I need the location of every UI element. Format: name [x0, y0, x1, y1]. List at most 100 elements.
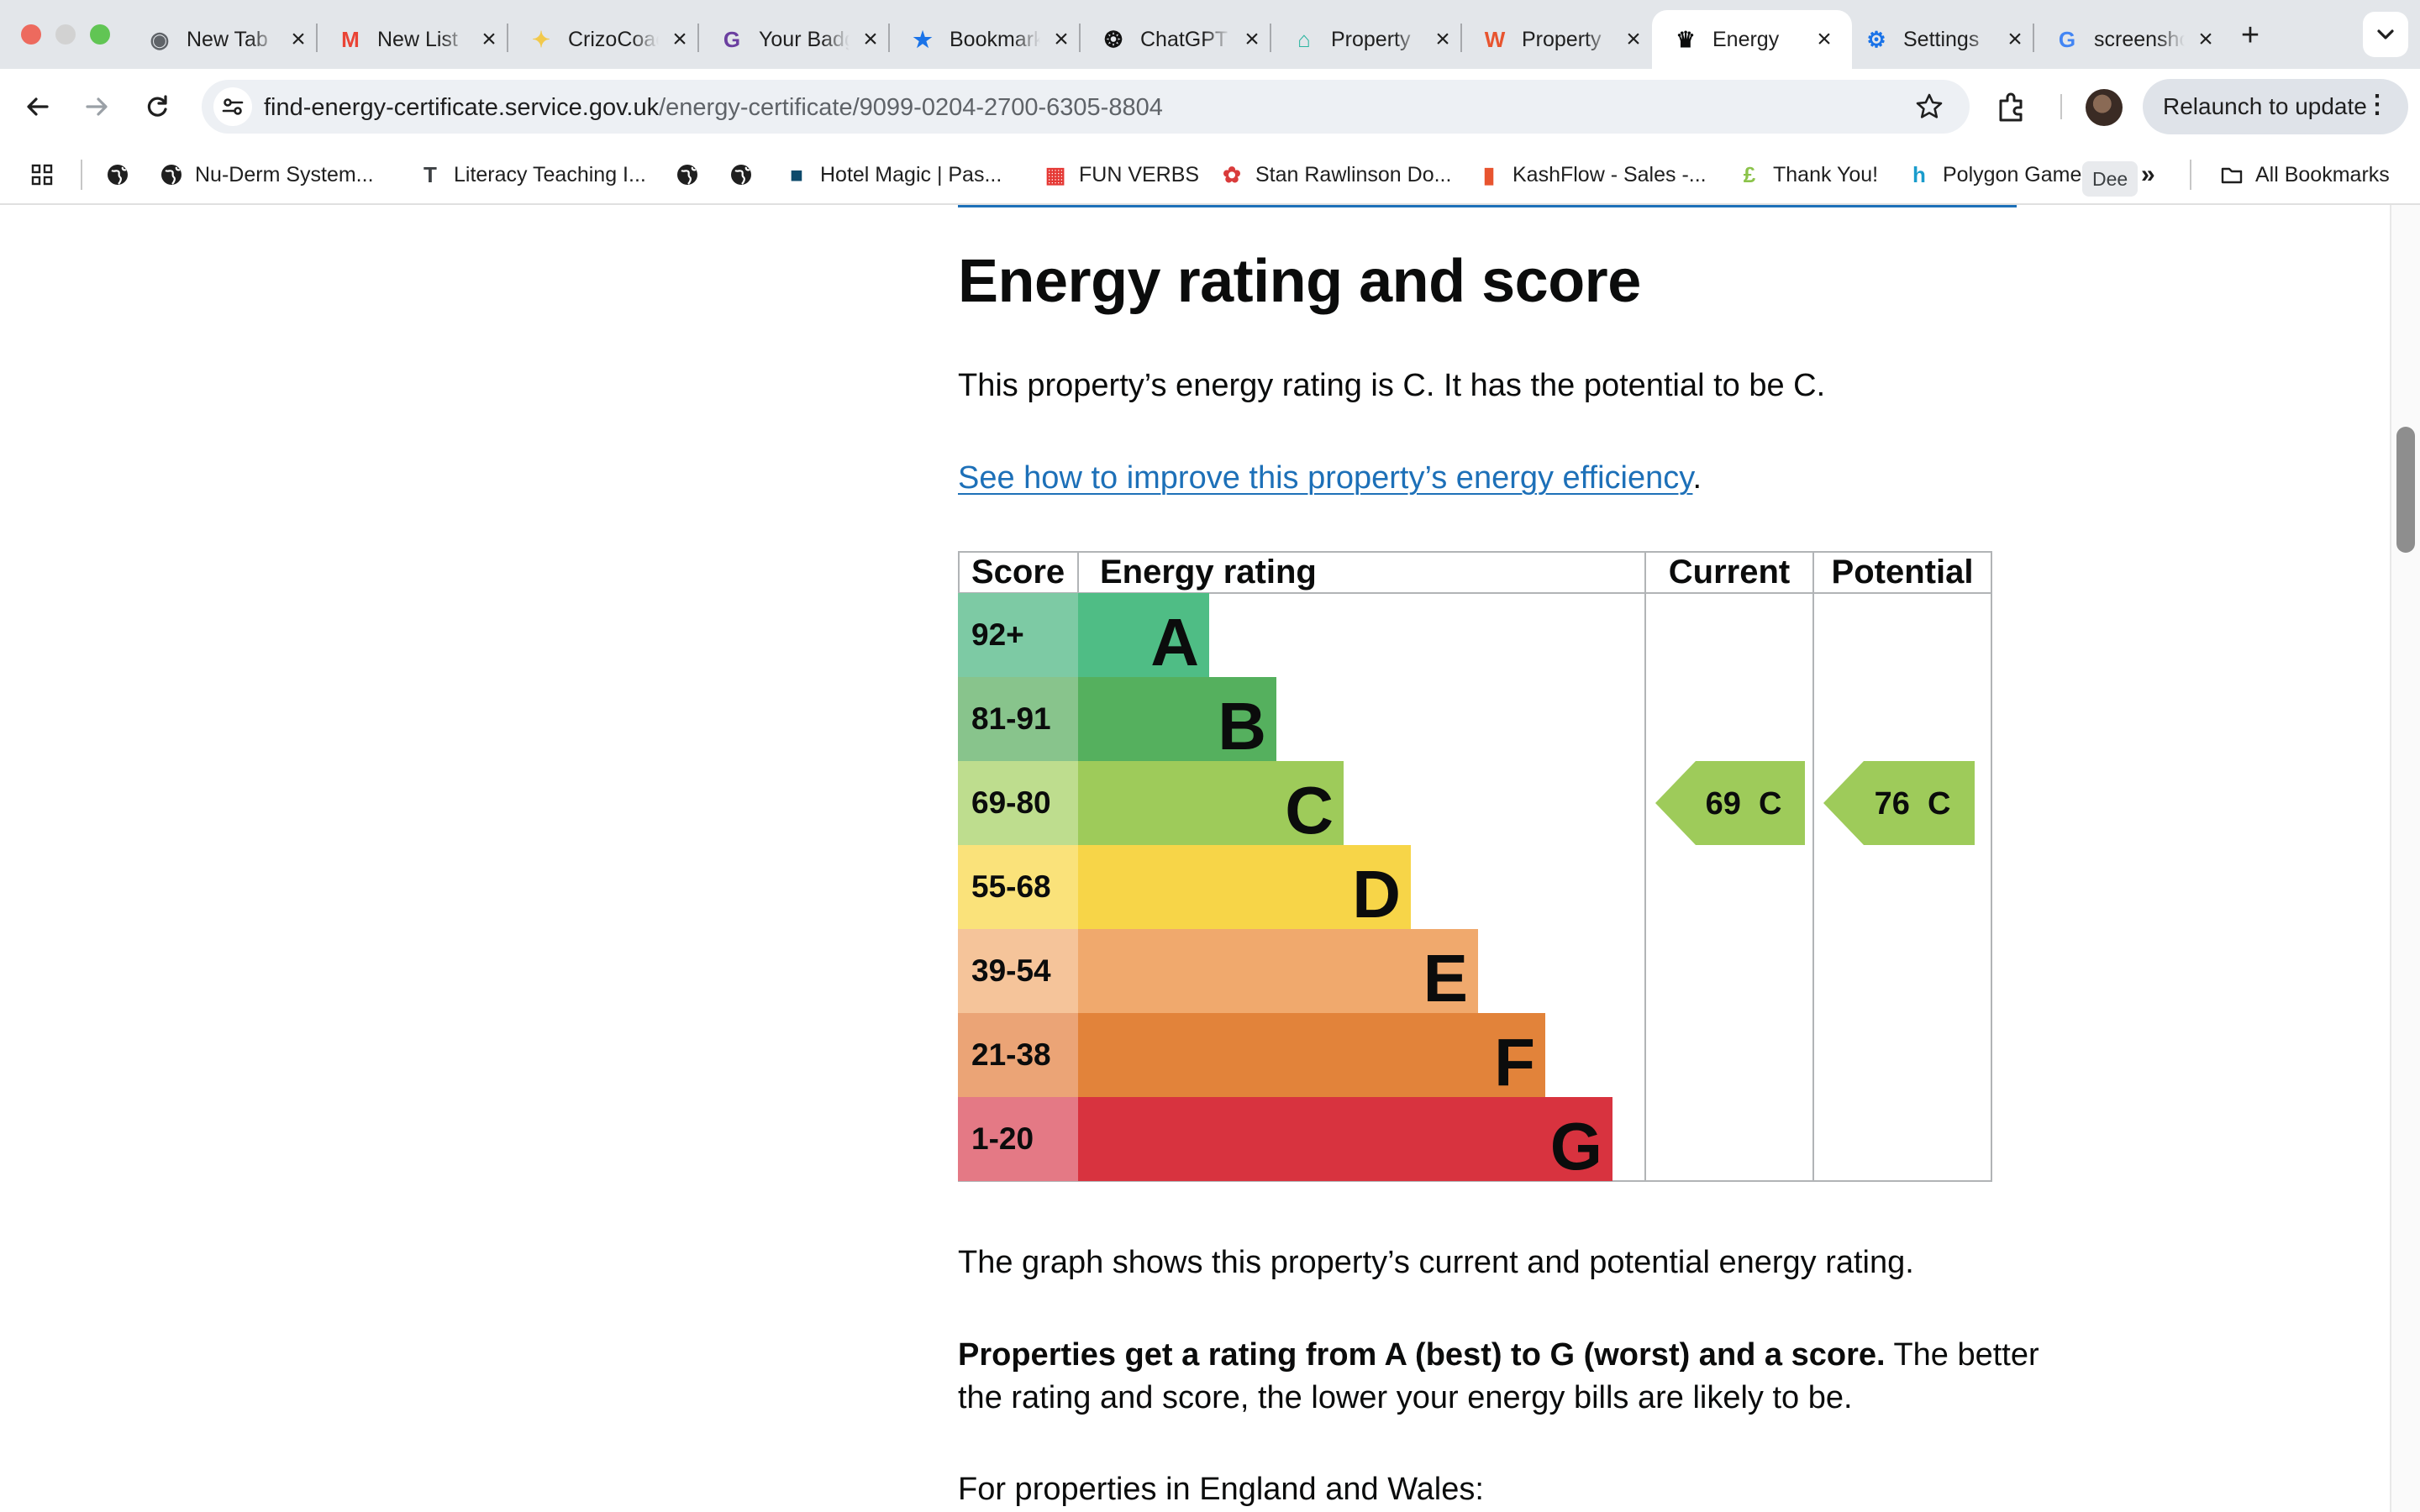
- tab-title: ChatGPT: [1140, 27, 1228, 51]
- reload-button[interactable]: [136, 86, 178, 128]
- browser-tab[interactable]: M New List ×: [317, 10, 517, 69]
- score-cell: [958, 761, 1078, 845]
- tab-close-icon[interactable]: ×: [481, 25, 497, 53]
- browser-tab[interactable]: ⚙ Settings ×: [1843, 10, 2043, 69]
- rating-bar: [1078, 677, 1276, 761]
- bookmark-item[interactable]: ▮ KashFlow - Sales -...: [1477, 158, 1707, 192]
- address-bar[interactable]: find-energy-certificate.service.gov.uk/e…: [202, 80, 1970, 134]
- bookmark-item[interactable]: [106, 158, 129, 192]
- window-close-button[interactable]: [21, 24, 41, 45]
- rating-letter: G: [1550, 1109, 1602, 1183]
- bookmark-item[interactable]: ■ Hotel Magic | Pas...: [785, 158, 1002, 192]
- bookmarks-overflow-button[interactable]: »: [2141, 158, 2155, 192]
- window-maximize-button[interactable]: [90, 24, 110, 45]
- bookmark-item[interactable]: T Literacy Teaching I...: [418, 158, 646, 192]
- section-divider: [958, 205, 2017, 207]
- energy-rating-chart: Score Energy rating Current Potential 92+ A 81…: [958, 551, 1993, 1183]
- profile-avatar[interactable]: [2086, 89, 2123, 126]
- tab-close-icon[interactable]: ×: [1054, 25, 1069, 53]
- tab-close-icon[interactable]: ×: [1435, 25, 1450, 53]
- tab-close-icon[interactable]: ×: [1626, 25, 1641, 53]
- score-cell: [958, 845, 1078, 929]
- tab-separator: [697, 24, 699, 52]
- relaunch-to-update-button[interactable]: Relaunch to update ⋮: [2143, 79, 2408, 134]
- back-arrow-icon: [27, 97, 49, 116]
- rating-bar: [1078, 761, 1344, 845]
- rating-letter: F: [1494, 1025, 1535, 1100]
- improve-efficiency-link[interactable]: See how to improve this property’s energ…: [958, 460, 1693, 496]
- browser-tab[interactable]: G Your Badge ×: [698, 10, 898, 69]
- apps-button[interactable]: [30, 158, 54, 192]
- window-minimize-button[interactable]: [55, 24, 76, 45]
- house-icon: ⌂: [1297, 26, 1311, 52]
- extensions-puzzle-icon[interactable]: [1993, 89, 2030, 126]
- potential-arrow: [1823, 761, 1975, 845]
- bookmark-item[interactable]: Nu-Derm System...: [160, 158, 374, 192]
- rating-bar: [1078, 1013, 1545, 1097]
- tab-close-icon[interactable]: ×: [1817, 25, 1832, 53]
- bookmark-item[interactable]: h Polygon Games: [1907, 158, 2092, 192]
- tab-close-icon[interactable]: ×: [1244, 25, 1260, 53]
- globe-icon: [160, 163, 183, 186]
- score-cell: [958, 1097, 1078, 1181]
- bookmark-item[interactable]: [676, 158, 699, 192]
- browser-tab[interactable]: ⌂ Property ×: [1270, 10, 1470, 69]
- gmail-icon: M: [341, 26, 360, 52]
- browser-tab[interactable]: Gscreenshot ×: [2033, 10, 2233, 69]
- bookmark-item[interactable]: ▦ FUN VERBS: [1044, 158, 1199, 192]
- tab-search-button[interactable]: [2363, 12, 2408, 57]
- chart-column-header: Potential: [1832, 554, 1974, 591]
- forward-button[interactable]: [76, 86, 118, 128]
- pound-icon: £: [1743, 161, 1756, 187]
- bookmark-star-icon[interactable]: [1914, 92, 1944, 122]
- tab-close-icon[interactable]: ×: [2198, 25, 2213, 53]
- new-tab-button[interactable]: +: [2240, 17, 2260, 53]
- tab-close-icon[interactable]: ×: [2007, 25, 2023, 53]
- browser-tab[interactable]: ✦ CrizoCoach ×: [508, 10, 708, 69]
- rating-sentence: This property’s energy rating is C. It h…: [958, 368, 1826, 403]
- browser-tab[interactable]: ◉ New Tab ×: [126, 10, 326, 69]
- tab-title: Your Badge: [759, 27, 850, 51]
- tab-separator: [1270, 24, 1271, 52]
- score-range-label: 55-68: [971, 869, 1051, 904]
- browser-tab[interactable]: ★ Bookmarks ×: [889, 10, 1089, 69]
- tune-icon: [222, 98, 244, 115]
- energy-rating-graph: Score Energy rating Current Potential 92+ A 81…: [958, 551, 1992, 1183]
- globe-icon: [106, 163, 129, 186]
- improve-paragraph: See how to improve this property’s energ…: [958, 457, 1702, 500]
- bookmark-label: FUN VERBS: [1079, 162, 1200, 186]
- w-letter-icon: W: [1484, 26, 1506, 52]
- url-text[interactable]: find-energy-certificate.service.gov.uk/e…: [264, 94, 1163, 122]
- browser-toolbar: find-energy-certificate.service.gov.uk/e…: [0, 69, 2420, 144]
- bookmark-label: Hotel Magic | Pas...: [820, 162, 1002, 186]
- browser-tab[interactable]: ♛ Energy ×: [1652, 10, 1852, 69]
- page-heading: Energy rating and score: [958, 248, 1641, 315]
- tab-separator: [888, 24, 890, 52]
- bookmark-item[interactable]: ✿ Stan Rawlinson Do...: [1220, 158, 1451, 192]
- tab-close-icon[interactable]: ×: [863, 25, 878, 53]
- paw-icon: ✿: [1223, 161, 1241, 187]
- bookmark-label: Literacy Teaching I...: [454, 162, 646, 186]
- score-range-label: 81-91: [971, 701, 1051, 736]
- tab-separator: [1079, 24, 1081, 52]
- browser-tab[interactable]: W Property ×: [1461, 10, 1661, 69]
- score-cell: [958, 593, 1078, 677]
- tt-icon: T: [424, 161, 437, 187]
- bookmark-item[interactable]: [729, 158, 753, 192]
- tab-separator: [1460, 24, 1462, 52]
- browser-tab[interactable]: ❂ ChatGPT ×: [1080, 10, 1280, 69]
- back-button[interactable]: [17, 86, 59, 128]
- tab-close-icon[interactable]: ×: [291, 25, 306, 53]
- site-info-button[interactable]: [213, 87, 252, 126]
- tab-close-icon[interactable]: ×: [672, 25, 687, 53]
- kebab-menu-icon[interactable]: ⋮: [2365, 91, 2390, 118]
- forward-arrow-icon: [86, 97, 108, 116]
- all-bookmarks-button[interactable]: All Bookmarks: [2220, 158, 2390, 192]
- scrollbar-track[interactable]: [2390, 205, 2420, 1512]
- crown-icon: ♛: [1676, 26, 1696, 52]
- bar-chart-icon: ▮: [1482, 161, 1496, 187]
- scrollbar-thumb[interactable]: [2396, 427, 2415, 553]
- bookmark-item[interactable]: £ Thank You!: [1738, 158, 1878, 192]
- gear-icon: ⚙: [1866, 26, 1886, 52]
- rating-bar: [1078, 929, 1478, 1013]
